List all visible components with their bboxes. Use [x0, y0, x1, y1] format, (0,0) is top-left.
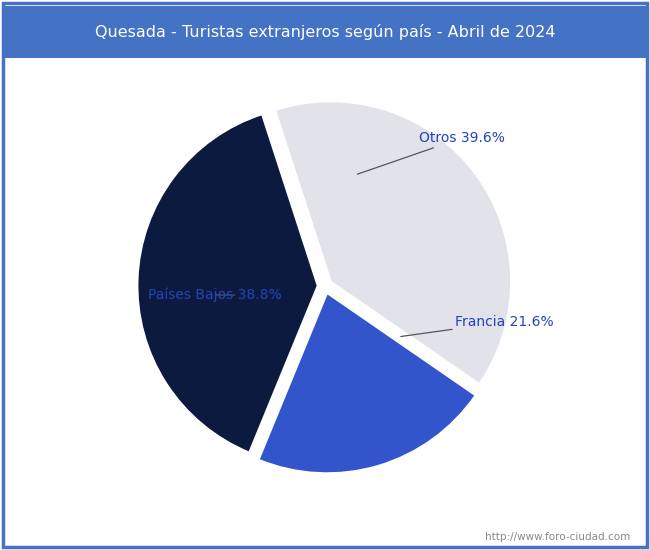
Wedge shape	[275, 101, 511, 384]
Text: Países Bajos 38.8%: Países Bajos 38.8%	[148, 288, 282, 303]
Text: http://www.foro-ciudad.com: http://www.foro-ciudad.com	[486, 532, 630, 542]
Wedge shape	[137, 114, 318, 453]
Text: Quesada - Turistas extranjeros según país - Abril de 2024: Quesada - Turistas extranjeros según paí…	[95, 24, 555, 40]
Wedge shape	[259, 293, 476, 474]
Text: Francia 21.6%: Francia 21.6%	[401, 315, 554, 337]
Text: Otros 39.6%: Otros 39.6%	[358, 131, 504, 174]
